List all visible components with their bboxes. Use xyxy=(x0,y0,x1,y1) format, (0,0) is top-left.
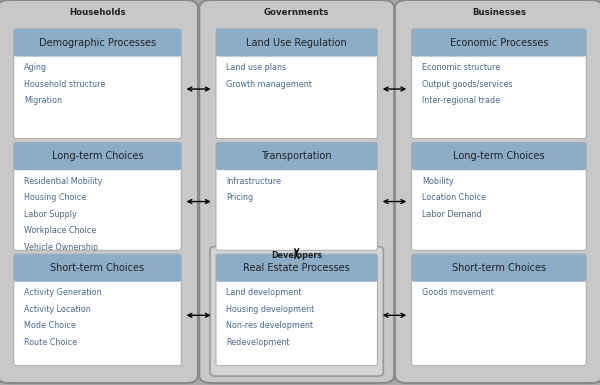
FancyBboxPatch shape xyxy=(14,29,181,139)
Text: Location Choice: Location Choice xyxy=(422,193,486,202)
FancyBboxPatch shape xyxy=(412,142,586,170)
Text: Land development: Land development xyxy=(226,288,302,297)
Text: Short-term Choices: Short-term Choices xyxy=(50,263,145,273)
FancyBboxPatch shape xyxy=(216,254,377,366)
FancyBboxPatch shape xyxy=(412,29,586,57)
FancyBboxPatch shape xyxy=(216,142,377,250)
Text: Growth management: Growth management xyxy=(226,80,312,89)
Text: Household structure: Household structure xyxy=(24,80,106,89)
Text: Demographic Processes: Demographic Processes xyxy=(39,38,156,48)
Text: Housing development: Housing development xyxy=(226,305,314,314)
Text: Mobility: Mobility xyxy=(422,177,454,186)
Text: Migration: Migration xyxy=(24,96,62,105)
Text: Economic structure: Economic structure xyxy=(422,63,500,72)
Text: Activity Location: Activity Location xyxy=(24,305,91,314)
Text: Non-res development: Non-res development xyxy=(226,321,313,330)
FancyBboxPatch shape xyxy=(17,43,178,55)
FancyBboxPatch shape xyxy=(216,254,377,282)
Text: Output goods/services: Output goods/services xyxy=(422,80,512,89)
FancyBboxPatch shape xyxy=(219,268,374,280)
FancyBboxPatch shape xyxy=(412,254,586,282)
FancyBboxPatch shape xyxy=(415,156,583,168)
FancyBboxPatch shape xyxy=(14,254,181,282)
FancyBboxPatch shape xyxy=(14,254,181,366)
FancyBboxPatch shape xyxy=(14,142,181,250)
FancyBboxPatch shape xyxy=(199,0,394,383)
Text: Pricing: Pricing xyxy=(226,193,253,202)
Text: Long-term Choices: Long-term Choices xyxy=(52,151,143,161)
FancyBboxPatch shape xyxy=(0,0,198,383)
Text: Residential Mobility: Residential Mobility xyxy=(24,177,103,186)
FancyBboxPatch shape xyxy=(14,29,181,57)
Text: Labor Supply: Labor Supply xyxy=(24,210,77,219)
FancyBboxPatch shape xyxy=(216,142,377,170)
FancyBboxPatch shape xyxy=(412,142,586,250)
FancyBboxPatch shape xyxy=(412,254,586,366)
Text: Businesses: Businesses xyxy=(472,8,526,17)
FancyBboxPatch shape xyxy=(17,156,178,168)
Text: Developers: Developers xyxy=(271,251,322,260)
Text: Workplace Choice: Workplace Choice xyxy=(24,226,96,235)
Text: Redevelopment: Redevelopment xyxy=(226,338,290,347)
Text: Transportation: Transportation xyxy=(262,151,332,161)
Text: Land Use Regulation: Land Use Regulation xyxy=(247,38,347,48)
FancyBboxPatch shape xyxy=(210,246,383,376)
Text: Labor Demand: Labor Demand xyxy=(422,210,481,219)
Text: Housing Choice: Housing Choice xyxy=(24,193,86,202)
FancyBboxPatch shape xyxy=(415,43,583,55)
FancyBboxPatch shape xyxy=(14,142,181,170)
Text: Aging: Aging xyxy=(24,63,47,72)
FancyBboxPatch shape xyxy=(216,29,377,57)
FancyBboxPatch shape xyxy=(412,29,586,139)
Text: Goods movement: Goods movement xyxy=(422,288,494,297)
FancyBboxPatch shape xyxy=(17,268,178,280)
Text: Real Estate Processes: Real Estate Processes xyxy=(244,263,350,273)
Text: Long-term Choices: Long-term Choices xyxy=(453,151,545,161)
Text: Vehicle Ownership: Vehicle Ownership xyxy=(24,243,98,252)
Text: Route Choice: Route Choice xyxy=(24,338,77,347)
FancyBboxPatch shape xyxy=(415,268,583,280)
FancyBboxPatch shape xyxy=(216,29,377,139)
Text: Activity Generation: Activity Generation xyxy=(24,288,101,297)
FancyBboxPatch shape xyxy=(395,0,600,383)
Text: Households: Households xyxy=(69,8,126,17)
Text: Economic Processes: Economic Processes xyxy=(449,38,548,48)
FancyBboxPatch shape xyxy=(219,43,374,55)
Text: Mode Choice: Mode Choice xyxy=(24,321,76,330)
Text: Governments: Governments xyxy=(264,8,329,17)
FancyBboxPatch shape xyxy=(219,156,374,168)
Text: Short-term Choices: Short-term Choices xyxy=(452,263,546,273)
Text: Infrastructure: Infrastructure xyxy=(226,177,281,186)
Text: Land use plans: Land use plans xyxy=(226,63,286,72)
Text: Inter-regional trade: Inter-regional trade xyxy=(422,96,500,105)
